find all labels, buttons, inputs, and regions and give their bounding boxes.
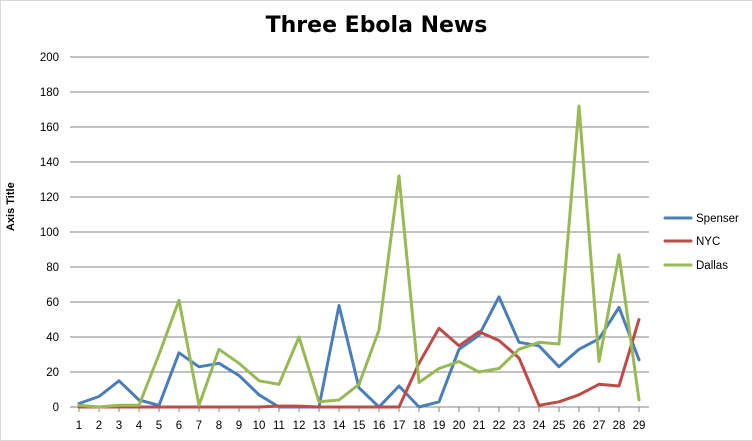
x-tick-label: 19 <box>433 420 446 432</box>
y-tick-label: 160 <box>40 122 59 134</box>
x-tick-label: 7 <box>196 420 202 432</box>
x-tick-label: 6 <box>176 420 182 432</box>
x-tick-label: 17 <box>393 420 406 432</box>
x-tick-label: 20 <box>453 420 466 432</box>
series-line-dallas <box>77 104 641 409</box>
y-tick-label: 120 <box>40 192 59 204</box>
x-tick-label: 22 <box>493 420 506 432</box>
x-tick-label: 9 <box>236 420 242 432</box>
x-tick-label: 14 <box>333 420 346 432</box>
chart-title: Three Ebola News <box>265 13 488 38</box>
y-tick-label: 40 <box>46 332 59 344</box>
legend-label-dallas: Dallas <box>696 260 728 272</box>
x-tick-label: 10 <box>253 420 266 432</box>
x-tick-label: 8 <box>216 420 222 432</box>
x-tick-label: 5 <box>156 420 162 432</box>
x-tick-label: 4 <box>136 420 143 432</box>
x-tick-label: 26 <box>573 420 586 432</box>
x-tick-label: 3 <box>116 420 122 432</box>
y-tick-label: 180 <box>40 87 59 99</box>
y-tick-label: 20 <box>46 367 59 379</box>
series-line-spenser <box>77 295 641 409</box>
x-tick-label: 27 <box>593 420 606 432</box>
x-tick-label: 12 <box>293 420 306 432</box>
y-tick-label: 140 <box>40 157 59 169</box>
x-tick-label: 13 <box>313 420 326 432</box>
x-tick-label: 29 <box>633 420 646 432</box>
y-tick-label: 60 <box>46 297 59 309</box>
y-tick-label: 100 <box>40 227 59 239</box>
y-tick-label: 0 <box>53 402 59 414</box>
legend-label-nyc: NYC <box>696 236 720 248</box>
y-tick-label: 200 <box>40 52 59 64</box>
x-tick-label: 15 <box>353 420 366 432</box>
x-tick-label: 18 <box>413 420 426 432</box>
x-tick-label: 23 <box>513 420 526 432</box>
y-tick-label: 80 <box>46 262 59 274</box>
legend-label-spenser: Spenser <box>696 213 739 225</box>
x-tick-label: 11 <box>273 420 285 432</box>
x-tick-label: 21 <box>473 420 486 432</box>
x-tick-label: 28 <box>613 420 626 432</box>
x-tick-label: 16 <box>373 420 386 432</box>
x-tick-label: 2 <box>96 420 102 432</box>
x-tick-label: 1 <box>76 420 82 432</box>
x-tick-label: 25 <box>553 420 566 432</box>
series-line-nyc <box>77 318 641 409</box>
x-tick-label: 24 <box>533 420 546 432</box>
